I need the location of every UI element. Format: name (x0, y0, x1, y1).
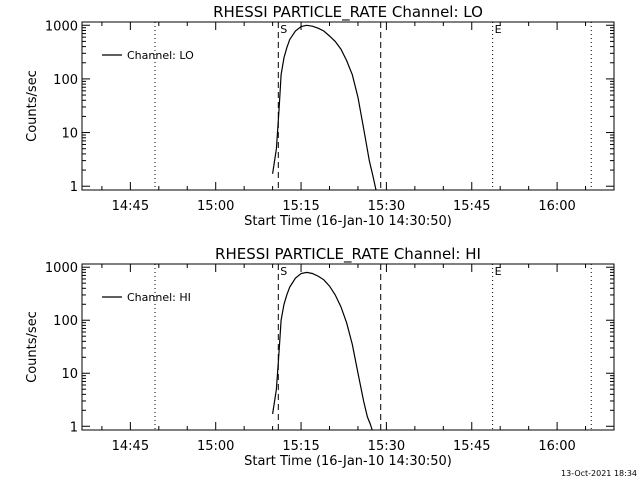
marker-label: E (495, 23, 502, 36)
series-line (272, 271, 373, 431)
x-tick-label: 15:45 (453, 439, 490, 454)
marker-label: S (280, 23, 287, 36)
legend-label: Channel: LO (127, 49, 194, 62)
x-tick-label: 15:00 (197, 199, 234, 214)
chart-panel-hi: RHESSI PARTICLE_RATE Channel: HI 1 10 100 10… (25, 245, 615, 469)
x-tick-label: 14:45 (112, 439, 149, 454)
x-tick-label: 16:00 (538, 199, 575, 214)
x-tick-label: 15:15 (282, 439, 319, 454)
x-tick-label: 15:15 (282, 199, 319, 214)
y-tick-label: 100 (53, 314, 78, 329)
x-tick-label: 15:30 (368, 439, 405, 454)
y-tick-label: 1 (70, 180, 78, 195)
marker-label: E (495, 265, 502, 278)
x-tick-label: 15:45 (453, 199, 490, 214)
series-line (272, 24, 377, 191)
y-tick-label: 1000 (45, 261, 78, 276)
x-axis-label: Start Time (16-Jan-10 14:30:50) (244, 214, 452, 229)
plot-frame (81, 263, 615, 431)
x-tick-label: 15:00 (197, 439, 234, 454)
marker-label: S (280, 265, 287, 278)
y-tick-label: 100 (53, 73, 78, 88)
plot-title: RHESSI PARTICLE_RATE Channel: LO (213, 3, 483, 22)
y-tick-label: 10 (61, 127, 78, 142)
plot-frame (81, 21, 615, 191)
plot-title: RHESSI PARTICLE_RATE Channel: HI (215, 245, 481, 264)
y-tick-label: 10 (61, 367, 78, 382)
x-tick-label: 14:45 (112, 199, 149, 214)
y-tick-label: 1000 (45, 19, 78, 34)
footer-timestamp: 13-Oct-2021 18:34 (561, 469, 637, 478)
chart-panel-lo: RHESSI PARTICLE_RATE Channel: LO 1 10 100 10… (25, 3, 615, 229)
x-axis-label: Start Time (16-Jan-10 14:30:50) (244, 454, 452, 469)
y-axis-label: Counts/sec (25, 311, 40, 383)
y-axis-label: Counts/sec (25, 70, 40, 142)
x-tick-label: 16:00 (538, 439, 575, 454)
x-tick-label: 15:30 (368, 199, 405, 214)
legend-label: Channel: HI (127, 291, 191, 304)
y-tick-label: 1 (70, 420, 78, 435)
